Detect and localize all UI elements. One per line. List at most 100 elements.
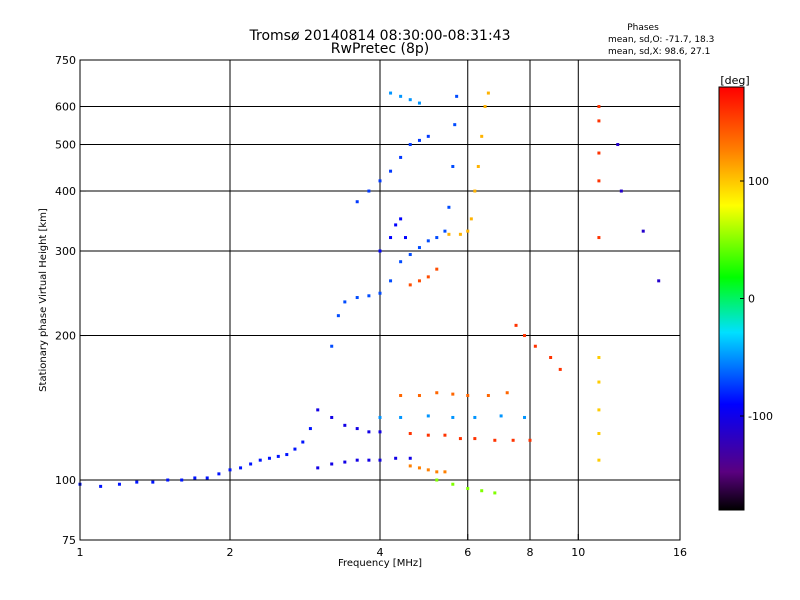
- data-point: [451, 482, 455, 486]
- colorbar-ticks: 100 0 -100: [740, 175, 773, 423]
- data-point: [616, 143, 620, 147]
- data-point: [308, 427, 312, 431]
- data-point: [483, 105, 487, 109]
- chart-title: Tromsø 20140814 08:30:00-08:31:43: [249, 28, 511, 44]
- data-point: [378, 291, 382, 295]
- data-point: [499, 414, 503, 418]
- data-point: [528, 438, 532, 442]
- data-point: [458, 437, 462, 441]
- data-point: [417, 394, 421, 398]
- data-point: [367, 458, 371, 462]
- data-point: [355, 296, 359, 300]
- data-point: [486, 394, 490, 398]
- data-point: [408, 143, 412, 147]
- data-point: [443, 470, 447, 474]
- data-point: [99, 484, 103, 488]
- data-point: [301, 440, 305, 444]
- data-point: [276, 454, 280, 458]
- data-point: [453, 123, 457, 127]
- y-tick-label: 600: [55, 101, 76, 114]
- data-point: [180, 478, 184, 482]
- data-point: [641, 229, 645, 233]
- data-point: [378, 179, 382, 183]
- y-tick-label: 300: [55, 245, 76, 258]
- data-point: [267, 456, 271, 460]
- data-point: [367, 189, 371, 193]
- data-point: [523, 334, 527, 338]
- data-point: [486, 91, 490, 95]
- data-point: [330, 415, 334, 419]
- x-tick-label: 10: [571, 546, 585, 559]
- data-point: [389, 91, 393, 95]
- data-point: [367, 430, 371, 434]
- data-point: [549, 355, 553, 359]
- data-point: [316, 408, 320, 412]
- data-point: [135, 480, 139, 484]
- y-tick-label: 500: [55, 139, 76, 152]
- data-point: [239, 466, 243, 470]
- data-point: [217, 472, 221, 476]
- data-point: [476, 164, 480, 168]
- data-point: [408, 456, 412, 460]
- data-point: [473, 415, 477, 419]
- x-tick-label: 6: [464, 546, 471, 559]
- data-point: [293, 447, 297, 451]
- data-point: [657, 279, 661, 283]
- data-point: [330, 344, 334, 348]
- y-tick-label: 100: [55, 474, 76, 487]
- data-point: [399, 394, 403, 398]
- colorbar-tick-label: 0: [748, 293, 755, 306]
- data-point: [435, 236, 439, 240]
- data-point: [493, 438, 497, 442]
- data-point: [408, 283, 412, 287]
- data-point: [493, 491, 497, 495]
- phase-stats-header: Phases: [627, 23, 659, 33]
- data-point: [505, 391, 509, 395]
- data-point: [597, 179, 601, 183]
- chart-subtitle: RwPretec (8p): [331, 41, 429, 57]
- data-point: [408, 253, 412, 257]
- data-point: [597, 105, 601, 109]
- data-point: [426, 239, 430, 243]
- plot-area: [78, 60, 680, 540]
- data-point: [597, 408, 601, 412]
- data-point: [399, 415, 403, 419]
- data-point: [417, 279, 421, 283]
- data-point: [451, 415, 455, 419]
- colorbar-label: [deg]: [720, 74, 749, 87]
- data-point: [378, 249, 382, 253]
- data-point: [466, 487, 470, 491]
- data-point: [389, 279, 393, 283]
- data-point: [336, 314, 340, 318]
- y-tick-label: 400: [55, 185, 76, 198]
- data-point: [408, 98, 412, 102]
- data-point: [343, 300, 347, 304]
- data-point: [378, 458, 382, 462]
- data-point: [399, 217, 403, 221]
- data-point: [426, 414, 430, 418]
- data-point: [469, 217, 473, 221]
- data-point: [619, 189, 623, 193]
- phase-stats-o: mean, sd,O: -71.7, 18.3: [608, 35, 714, 45]
- data-point: [597, 380, 601, 384]
- x-tick-label: 2: [227, 546, 234, 559]
- data-point: [473, 437, 477, 441]
- data-point: [597, 458, 601, 462]
- data-point: [597, 355, 601, 359]
- data-point: [597, 151, 601, 155]
- data-point: [458, 232, 462, 236]
- x-tick-label: 8: [527, 546, 534, 559]
- colorbar-tick-label: -100: [748, 410, 773, 423]
- data-point: [417, 466, 421, 470]
- data-point: [480, 489, 484, 493]
- data-point: [597, 119, 601, 123]
- data-point: [597, 432, 601, 436]
- data-point: [417, 101, 421, 105]
- data-point: [193, 476, 197, 480]
- x-tick-label: 4: [377, 546, 384, 559]
- phase-stats-x: mean, sd,X: 98.6, 27.1: [608, 47, 710, 57]
- data-point: [435, 478, 439, 482]
- data-point: [426, 468, 430, 472]
- data-point: [205, 476, 209, 480]
- data-point: [597, 236, 601, 240]
